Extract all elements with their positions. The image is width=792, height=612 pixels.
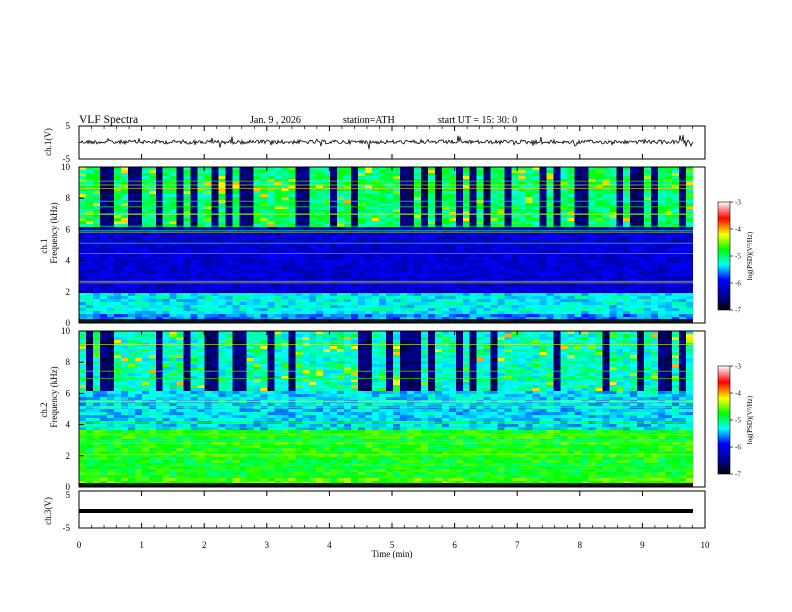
colorbar-tick-label: -6 [735, 444, 741, 452]
ch3-ytick-top: 5 [66, 490, 71, 500]
ch3-waveform-trace [79, 509, 693, 513]
time-tick-label: 6 [452, 540, 457, 550]
colorbar-tick-label: -5 [735, 417, 741, 425]
colorbar-tick-label: -6 [735, 280, 741, 288]
ch1-spectrogram-panel: 0 2 4 6 8 10 ch.1 Frequency (kHz) [39, 162, 706, 328]
colorbar-tick-label: -4 [735, 390, 741, 398]
time-axis-ticks: 0 1 2 3 4 5 6 7 8 9 10 [77, 126, 710, 550]
figure-title: VLF Spectra [79, 114, 138, 126]
header-start-time: start UT = 15: 30: 0 [438, 115, 517, 126]
ch2-colorbar-gradient [717, 365, 731, 475]
ch2-freq-ticks: 0 2 4 6 8 10 [61, 326, 84, 492]
time-tick-label: 9 [640, 540, 645, 550]
spectrogram-base-band [79, 319, 693, 323]
freq-tick-label: 6 [66, 388, 71, 398]
freq-tick-label: 10 [61, 326, 71, 336]
ch2-colorbar-ticks: -3 -4 -5 -6 -7 [730, 363, 741, 479]
ch1-freq-ticks: 0 2 4 6 8 10 [61, 162, 84, 328]
colorbar-tick-label: -4 [735, 226, 741, 234]
time-tick-label: 0 [77, 540, 82, 550]
freq-tick-label: 0 [66, 482, 71, 492]
ch1-spectrogram-heatmap [79, 167, 693, 323]
time-tick-label: 8 [578, 540, 583, 550]
spectrogram-raster [79, 331, 693, 487]
colorbar-tick-label: -3 [735, 363, 741, 371]
freq-tick-label: 8 [66, 357, 71, 367]
freq-tick-label: 10 [61, 162, 71, 172]
freq-tick-label: 4 [66, 420, 71, 430]
ch1-ytick-bottom: -5 [63, 154, 71, 164]
ch3-waveform-panel: 5 -5 ch.3(V) [43, 490, 706, 533]
time-tick-label: 10 [701, 540, 711, 550]
ch1-colorbar-gradient [717, 201, 731, 311]
freq-tick-label: 2 [66, 287, 71, 297]
freq-tick-label: 0 [66, 318, 71, 328]
ch1-ylabel: ch.1(V) [43, 128, 53, 156]
freq-tick-label: 4 [66, 256, 71, 266]
freq-tick-label: 6 [66, 224, 71, 234]
ch1-spec-ylabel-2: Frequency (kHz) [49, 202, 59, 263]
time-tick-label: 3 [265, 540, 270, 550]
ch1-colorbar-label: log(PSD)(V²/Hz) [746, 231, 754, 280]
time-axis-label: Time (min) [372, 549, 413, 559]
freq-tick-label: 8 [66, 193, 71, 203]
time-tick-label: 4 [327, 540, 332, 550]
ch2-spectrogram-panel: 0 2 4 6 8 10 ch.2 Frequency (kHz) [39, 326, 706, 492]
ch1-colorbar: -3 -4 -5 -6 -7 log(PSD)(V²/Hz) [717, 199, 754, 315]
colorbar-tick-label: -5 [735, 253, 741, 261]
ch1-waveform-trace [78, 135, 694, 150]
ch3-ylabel: ch.3(V) [43, 497, 53, 525]
colorbar-tick-label: -7 [735, 471, 741, 479]
ch2-spectrogram-heatmap [79, 331, 693, 487]
time-tick-label: 7 [515, 540, 520, 550]
time-tick-label: 2 [202, 540, 207, 550]
ch2-colorbar-label: log(PSD)(V²/Hz) [746, 395, 754, 444]
header-station: station=ATH [343, 115, 395, 126]
ch1-colorbar-ticks: -3 -4 -5 -6 -7 [730, 199, 741, 315]
time-tick-label: 5 [390, 540, 395, 550]
ch2-spec-ylabel-2: Frequency (kHz) [49, 366, 59, 427]
colorbar-tick-label: -7 [735, 307, 741, 315]
time-tick-label: 1 [139, 540, 144, 550]
colorbar-tick-label: -3 [735, 199, 741, 207]
spectrogram-base-band [79, 483, 693, 487]
ch2-colorbar: -3 -4 -5 -6 -7 log(PSD)(V²/Hz) [717, 363, 754, 479]
spectrogram-raster [79, 167, 693, 323]
freq-tick-label: 2 [66, 451, 71, 461]
ch1-waveform-panel: 5 -5 ch.1(V) [43, 121, 706, 164]
ch3-ytick-bottom: -5 [63, 523, 71, 533]
ch2-spec-ylabel-1: ch.2 [39, 402, 49, 417]
header-date: Jan. 9 , 2026 [250, 115, 301, 126]
ch1-spec-ylabel-1: ch.1 [39, 238, 49, 253]
ch1-ytick-top: 5 [66, 121, 71, 131]
